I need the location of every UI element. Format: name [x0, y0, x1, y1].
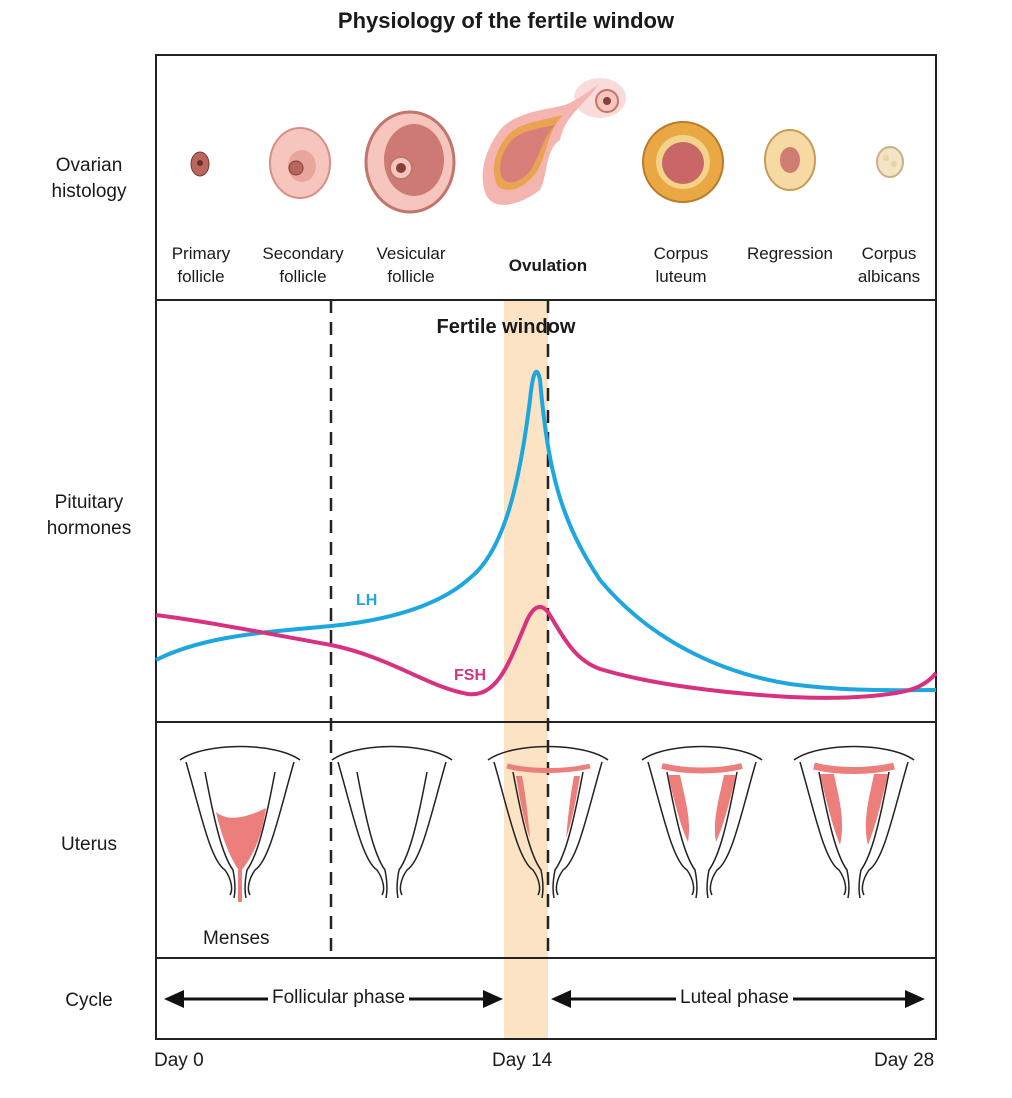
- day-label-mid: Day 14: [492, 1050, 553, 1071]
- fsh-label: FSH: [454, 667, 486, 684]
- stage-label-line1: Vesicular: [376, 244, 446, 263]
- row-label-uterus: Uterus: [61, 834, 117, 855]
- stage-label-regression: Regression: [735, 242, 845, 265]
- fertile-window-label: Fertile window: [436, 316, 576, 338]
- stage-label-line1: Regression: [747, 244, 833, 263]
- stage-label-line2: follicle: [279, 267, 327, 286]
- stage-label-line1: Corpus: [653, 244, 709, 263]
- stage-label-ovulation: Ovulation: [493, 254, 603, 277]
- corpus-luteum-illustration: [642, 121, 724, 203]
- primary-follicle-illustration: [190, 151, 210, 177]
- stage-label-vesicular-follicle: Vesicular follicle: [356, 242, 466, 288]
- day-label-start: Day 0: [154, 1050, 204, 1071]
- vesicular-follicle-illustration: [364, 110, 456, 214]
- uterus-secretory-illustration: [641, 745, 763, 899]
- row-label-pituitary-line2: hormones: [46, 518, 132, 539]
- diagram-frame: [155, 54, 937, 1040]
- luteal-phase-label: Luteal phase: [676, 987, 793, 1009]
- uterus-proliferative-illustration: [331, 745, 453, 899]
- corpus-albicans-illustration: [876, 146, 904, 178]
- row-label-ovarian-line1: Ovarian: [55, 155, 123, 176]
- stage-label-line1: Ovulation: [508, 256, 588, 275]
- menses-caption: Menses: [203, 928, 270, 949]
- uterus-menses-illustration: [179, 745, 301, 902]
- stage-label-line1: Primary: [171, 244, 231, 263]
- stage-label-corpus-luteum: Corpus luteum: [626, 242, 736, 288]
- uterus-ovulation-illustration: [487, 745, 609, 899]
- stage-label-line2: follicle: [177, 267, 225, 286]
- uterus-late-luteal-illustration: [793, 745, 915, 899]
- row-label-pituitary: Pituitary hormones: [14, 490, 164, 542]
- regression-illustration: [764, 129, 816, 191]
- fsh-curve: [155, 604, 938, 700]
- row-label-ovarian: Ovarian histology: [14, 153, 164, 205]
- stage-label-line2: albicans: [857, 267, 921, 286]
- ovulation-illustration: [482, 78, 626, 205]
- stage-label-line1: Corpus: [861, 244, 917, 263]
- stage-label-line2: follicle: [387, 267, 435, 286]
- stage-label-line1: Secondary: [262, 244, 344, 263]
- stage-label-secondary-follicle: Secondary follicle: [248, 242, 358, 288]
- figure-title: Physiology of the fertile window: [337, 8, 675, 33]
- lh-curve: [155, 369, 937, 693]
- row-label-cycle: Cycle: [65, 990, 113, 1011]
- row-label-pituitary-line1: Pituitary: [54, 492, 124, 513]
- day-label-end: Day 28: [874, 1050, 935, 1071]
- stage-label-primary-follicle: Primary follicle: [146, 242, 256, 288]
- stage-label-line2: luteum: [655, 267, 707, 286]
- follicular-phase-label: Follicular phase: [268, 987, 410, 1009]
- row-label-ovarian-line2: histology: [51, 181, 127, 202]
- lh-label: LH: [356, 592, 378, 609]
- secondary-follicle-illustration: [269, 127, 331, 199]
- stage-label-corpus-albicans: Corpus albicans: [834, 242, 944, 288]
